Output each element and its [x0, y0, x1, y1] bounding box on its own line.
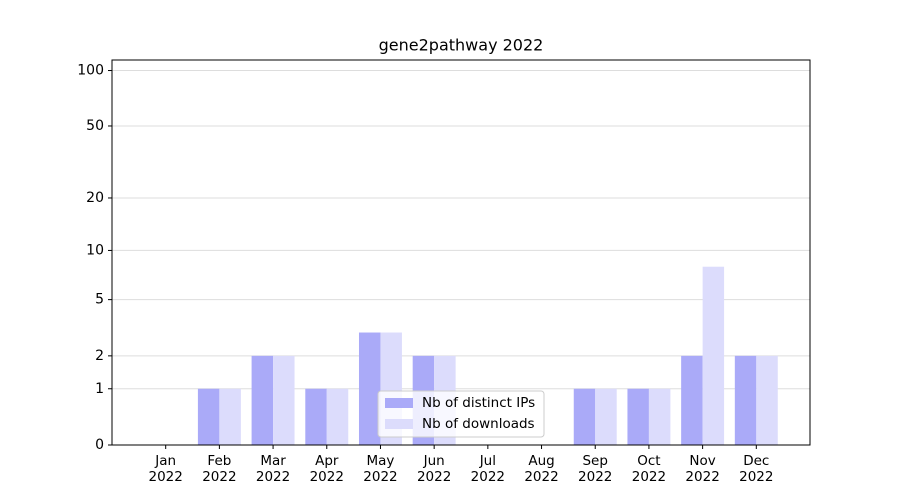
- y-tick-label: 2: [95, 348, 104, 364]
- bar: [197, 388, 220, 445]
- bar: [681, 355, 703, 445]
- bar: [358, 332, 381, 445]
- legend-label: Nb of downloads: [422, 416, 535, 432]
- y-tick-label: 1: [95, 381, 104, 397]
- bar: [305, 388, 327, 445]
- bar: [702, 266, 725, 445]
- bar: [756, 355, 778, 445]
- y-tick-label: 0: [95, 437, 104, 453]
- y-tick-label: 20: [86, 190, 104, 206]
- chart-title: gene2pathway 2022: [379, 36, 544, 55]
- y-tick-label: 10: [86, 242, 104, 258]
- bar: [627, 388, 649, 445]
- bar: [251, 355, 274, 445]
- legend-label: Nb of distinct IPs: [422, 395, 535, 411]
- legend-swatch: [385, 419, 413, 429]
- x-tick-label: Jun 2022: [416, 453, 452, 485]
- bar: [734, 355, 757, 445]
- bar: [648, 388, 671, 445]
- x-tick-label: Jan 2022: [148, 453, 183, 485]
- x-tick-label: Dec 2022: [739, 453, 774, 485]
- bar: [573, 388, 596, 445]
- bar: [219, 388, 241, 445]
- x-tick-label: May 2022: [363, 453, 398, 485]
- x-tick-label: Nov 2022: [685, 453, 720, 485]
- bar: [273, 355, 295, 445]
- y-tick-label: 50: [86, 118, 104, 134]
- y-tick-label: 5: [95, 292, 104, 308]
- x-tick-label: Jul 2022: [470, 453, 506, 485]
- x-tick-label: Sep 2022: [578, 453, 613, 485]
- x-tick-label: Mar 2022: [255, 453, 291, 485]
- x-tick-label: Aug 2022: [524, 453, 559, 485]
- x-tick-label: Apr 2022: [309, 453, 344, 485]
- bar: [595, 388, 617, 445]
- plot-frame: [111, 59, 811, 446]
- legend-box: [377, 390, 545, 438]
- x-tick-label: Oct 2022: [631, 453, 667, 485]
- x-tick-label: Feb 2022: [202, 453, 237, 485]
- legend-swatch: [385, 398, 413, 408]
- y-tick-label: 100: [77, 63, 104, 79]
- legend: Nb of distinct IPs Nb of downloads: [377, 390, 545, 438]
- bar: [326, 388, 349, 445]
